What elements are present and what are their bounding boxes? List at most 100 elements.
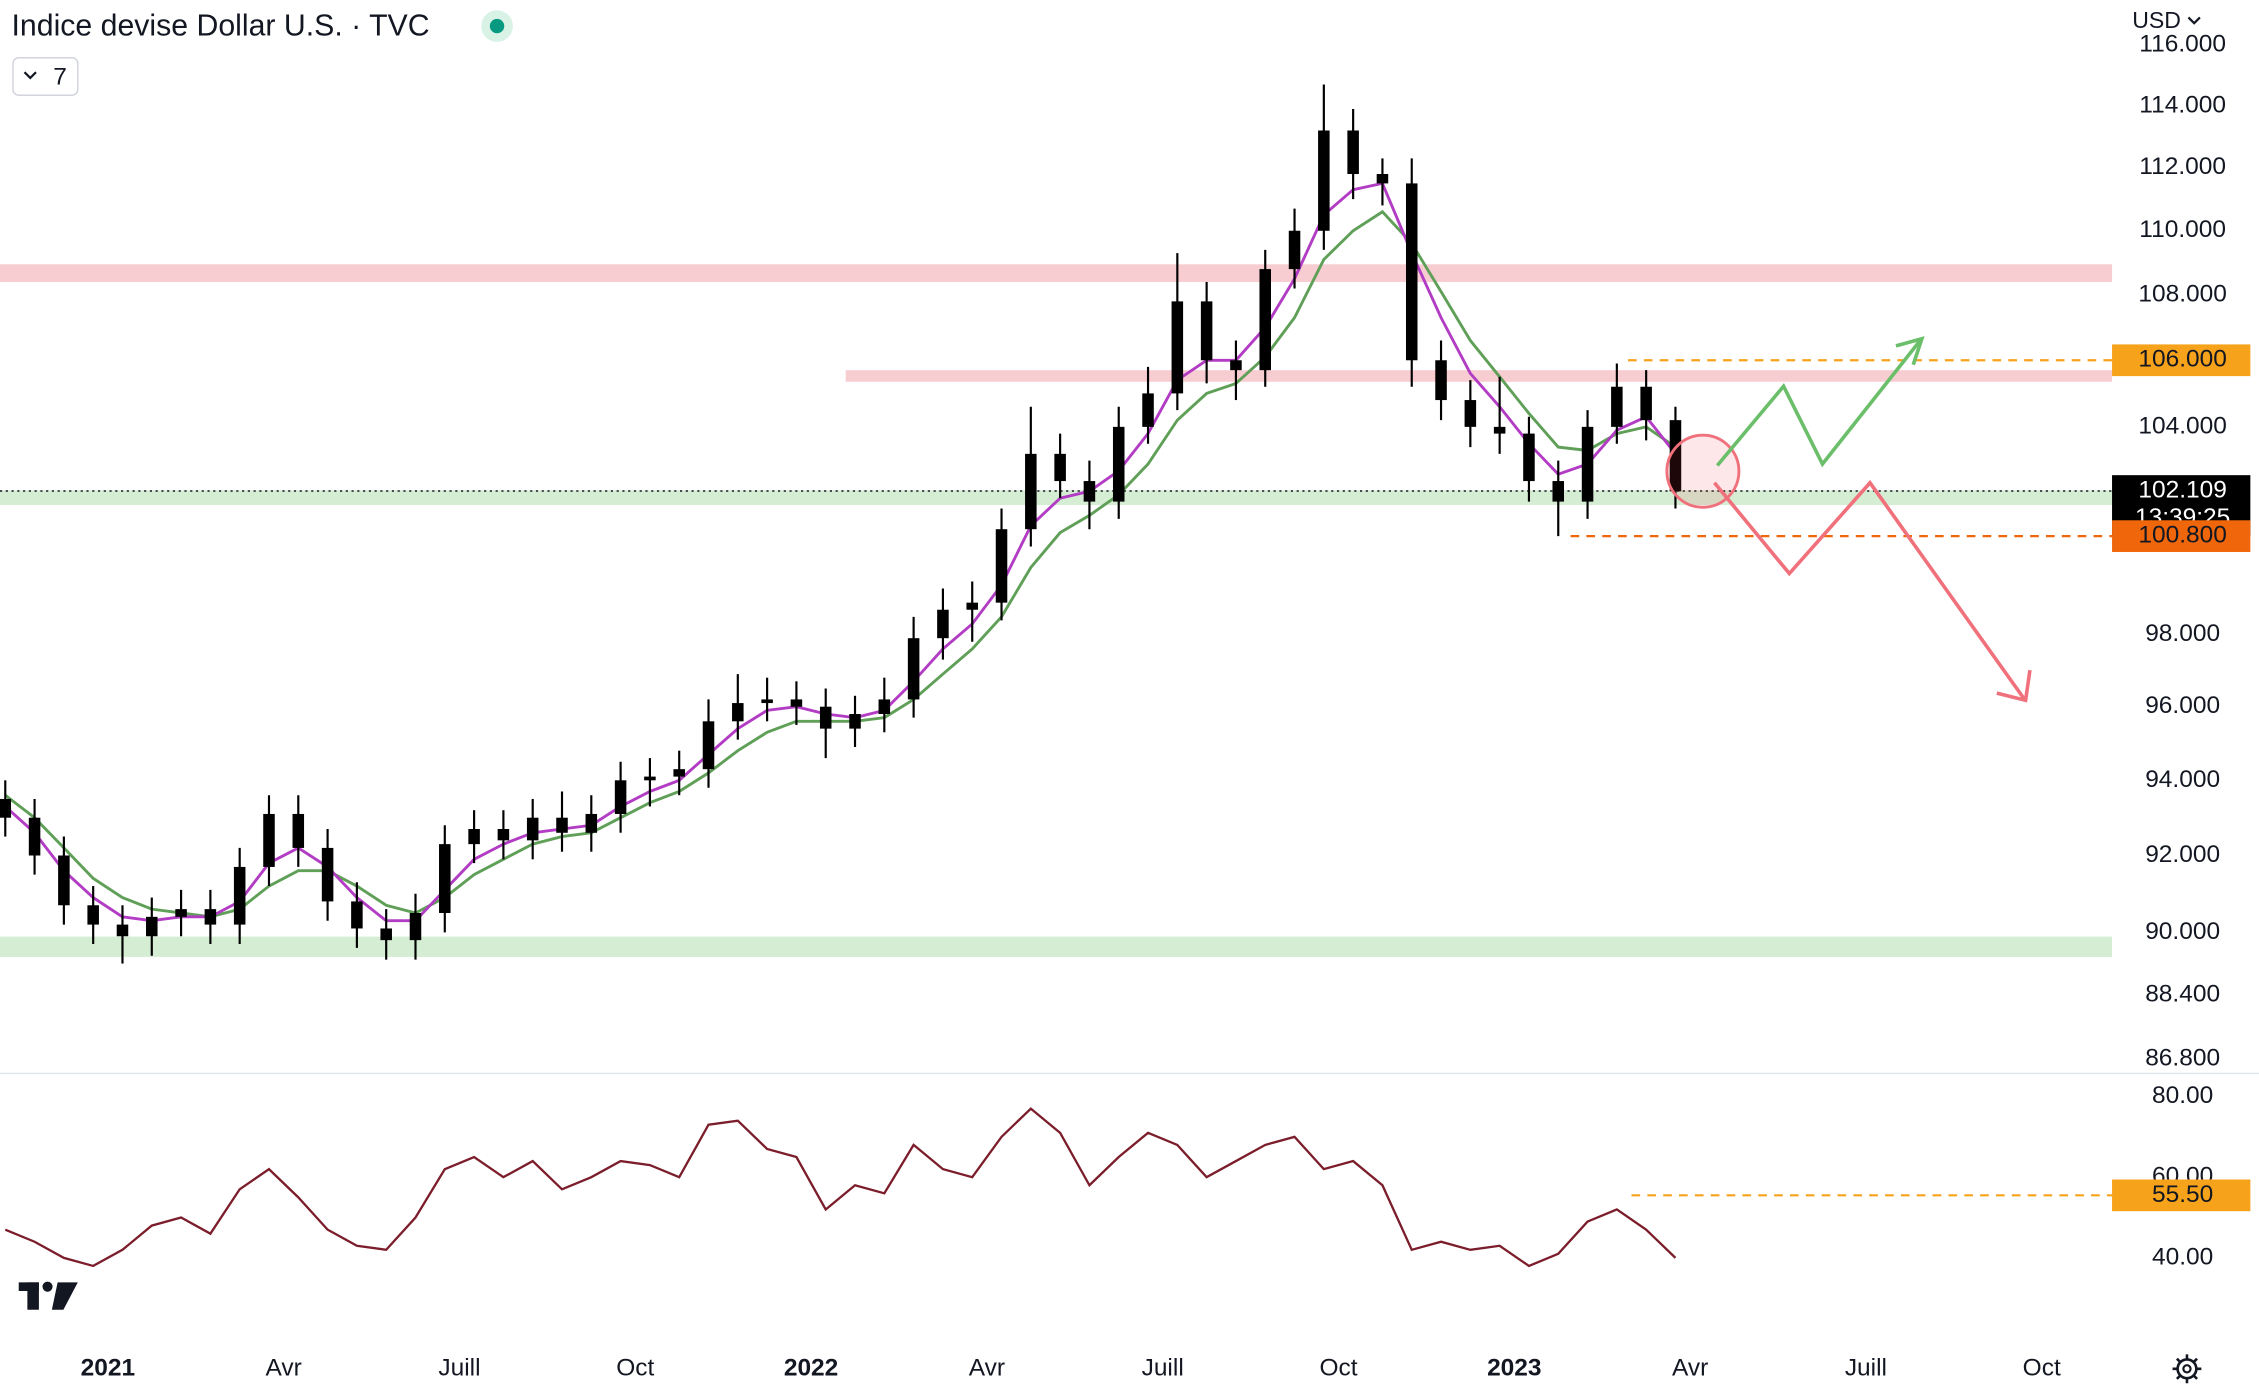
candle-body	[1376, 174, 1389, 184]
indicators-count[interactable]: 7	[53, 63, 67, 90]
y-tick-label: 86.800	[2145, 1044, 2220, 1071]
chevron-icon	[23, 71, 37, 80]
x-tick-label: Avr	[969, 1354, 1005, 1381]
x-tick-label: 2022	[784, 1354, 838, 1381]
y-tick-label: 108.000	[2138, 280, 2227, 307]
candle-body	[351, 901, 363, 929]
candle-body	[526, 817, 539, 841]
candle-body	[292, 813, 305, 848]
candle-body	[380, 928, 392, 941]
candle-body	[146, 916, 158, 937]
zone	[845, 370, 2113, 382]
candle-body	[439, 844, 451, 913]
y-tick-label: 104.000	[2138, 412, 2227, 439]
candle-body	[673, 769, 685, 777]
arrow-head	[1996, 669, 2032, 703]
candle-body	[585, 813, 598, 833]
status-dot	[489, 18, 505, 34]
x-tick-label: 2023	[1487, 1354, 1541, 1381]
highlight-circle	[1665, 433, 1741, 509]
x-tick-label: Oct	[2023, 1354, 2061, 1381]
price-label-box	[2112, 1179, 2251, 1212]
price-label-box	[2112, 344, 2251, 377]
price-label-box	[2112, 520, 2251, 552]
candle-body	[28, 817, 41, 856]
candle-body	[1288, 230, 1301, 270]
candle-body	[1581, 426, 1594, 502]
y-tick-label: 40.00	[2152, 1243, 2213, 1270]
candle-body	[1405, 183, 1418, 361]
y-tick-label: 98.000	[2145, 620, 2220, 647]
x-tick-label: Juill	[438, 1354, 480, 1381]
price-label: 100.800	[2138, 522, 2227, 549]
x-tick-label: Oct	[616, 1354, 654, 1381]
zone	[0, 264, 2113, 282]
candle-body	[878, 699, 891, 715]
y-tick-label: 116.000	[2139, 31, 2226, 58]
candle-body	[1493, 426, 1506, 434]
candle-body	[644, 776, 656, 781]
moving-average-line	[4, 181, 1677, 923]
chart-title: Indice devise Dollar U.S. · TVC	[12, 10, 430, 43]
moving-average-line	[4, 209, 1677, 919]
indicators-toggle[interactable]	[12, 57, 79, 96]
tradingview-logo	[18, 1281, 78, 1310]
y-tick-label: 90.000	[2145, 918, 2220, 945]
candle-body	[995, 529, 1008, 603]
candle-body	[1640, 386, 1652, 421]
price-label: 106.000	[2138, 346, 2227, 373]
candle-body	[907, 638, 920, 700]
arrow-head	[1895, 336, 1925, 366]
y-tick-label: 88.400	[2145, 981, 2220, 1008]
candle-body	[1347, 130, 1359, 175]
candle-body	[1230, 360, 1242, 371]
candle-body	[175, 909, 187, 917]
price-label: 55.50	[2152, 1181, 2213, 1208]
candle-body	[1112, 426, 1125, 502]
candle-body	[233, 866, 246, 925]
chevron-icon	[2187, 16, 2201, 25]
candle-body	[116, 924, 129, 937]
candle-body	[1523, 433, 1535, 482]
candle-body	[1552, 481, 1565, 502]
settings-gear[interactable]	[2172, 1354, 2202, 1384]
bear-scenario-arrow	[1713, 479, 2026, 700]
bull-scenario-arrow	[1715, 339, 1922, 468]
rsi-line	[4, 1107, 1677, 1268]
candle-body	[966, 602, 978, 610]
candle-body	[1025, 453, 1037, 530]
candle-body	[1669, 420, 1682, 492]
candle-body	[790, 699, 803, 707]
candle-body	[1259, 269, 1272, 371]
y-tick-label: 80.00	[2152, 1082, 2213, 1109]
y-tick-label: 110.000	[2139, 216, 2226, 243]
candle-body	[468, 829, 480, 845]
candle-body	[849, 714, 861, 729]
plot	[0, 84, 2113, 1268]
candle-body	[1142, 393, 1154, 427]
x-tick-label: Oct	[1319, 1354, 1357, 1381]
candle-body	[87, 905, 99, 925]
x-tick-label: Juill	[1845, 1354, 1887, 1381]
y-tick-label: 112.000	[2139, 153, 2226, 180]
price-label: 102.109	[2138, 476, 2227, 503]
candle-body	[819, 706, 832, 729]
candle-body	[614, 780, 627, 814]
candle-body	[937, 609, 949, 639]
currency-selector[interactable]: USD	[2132, 7, 2181, 33]
candle-body	[1054, 453, 1066, 482]
candle-body	[497, 829, 510, 841]
x-tick-label: Avr	[1672, 1354, 1708, 1381]
y-tick-label: 92.000	[2145, 841, 2220, 868]
candle-body	[1083, 481, 1096, 502]
candle-body	[732, 703, 744, 722]
candle-body	[1200, 301, 1213, 361]
candle-body	[321, 847, 334, 902]
candle-body	[58, 855, 70, 906]
candle-body	[702, 721, 715, 770]
candle-body	[761, 699, 773, 704]
y-tick-label: 94.000	[2145, 766, 2220, 793]
